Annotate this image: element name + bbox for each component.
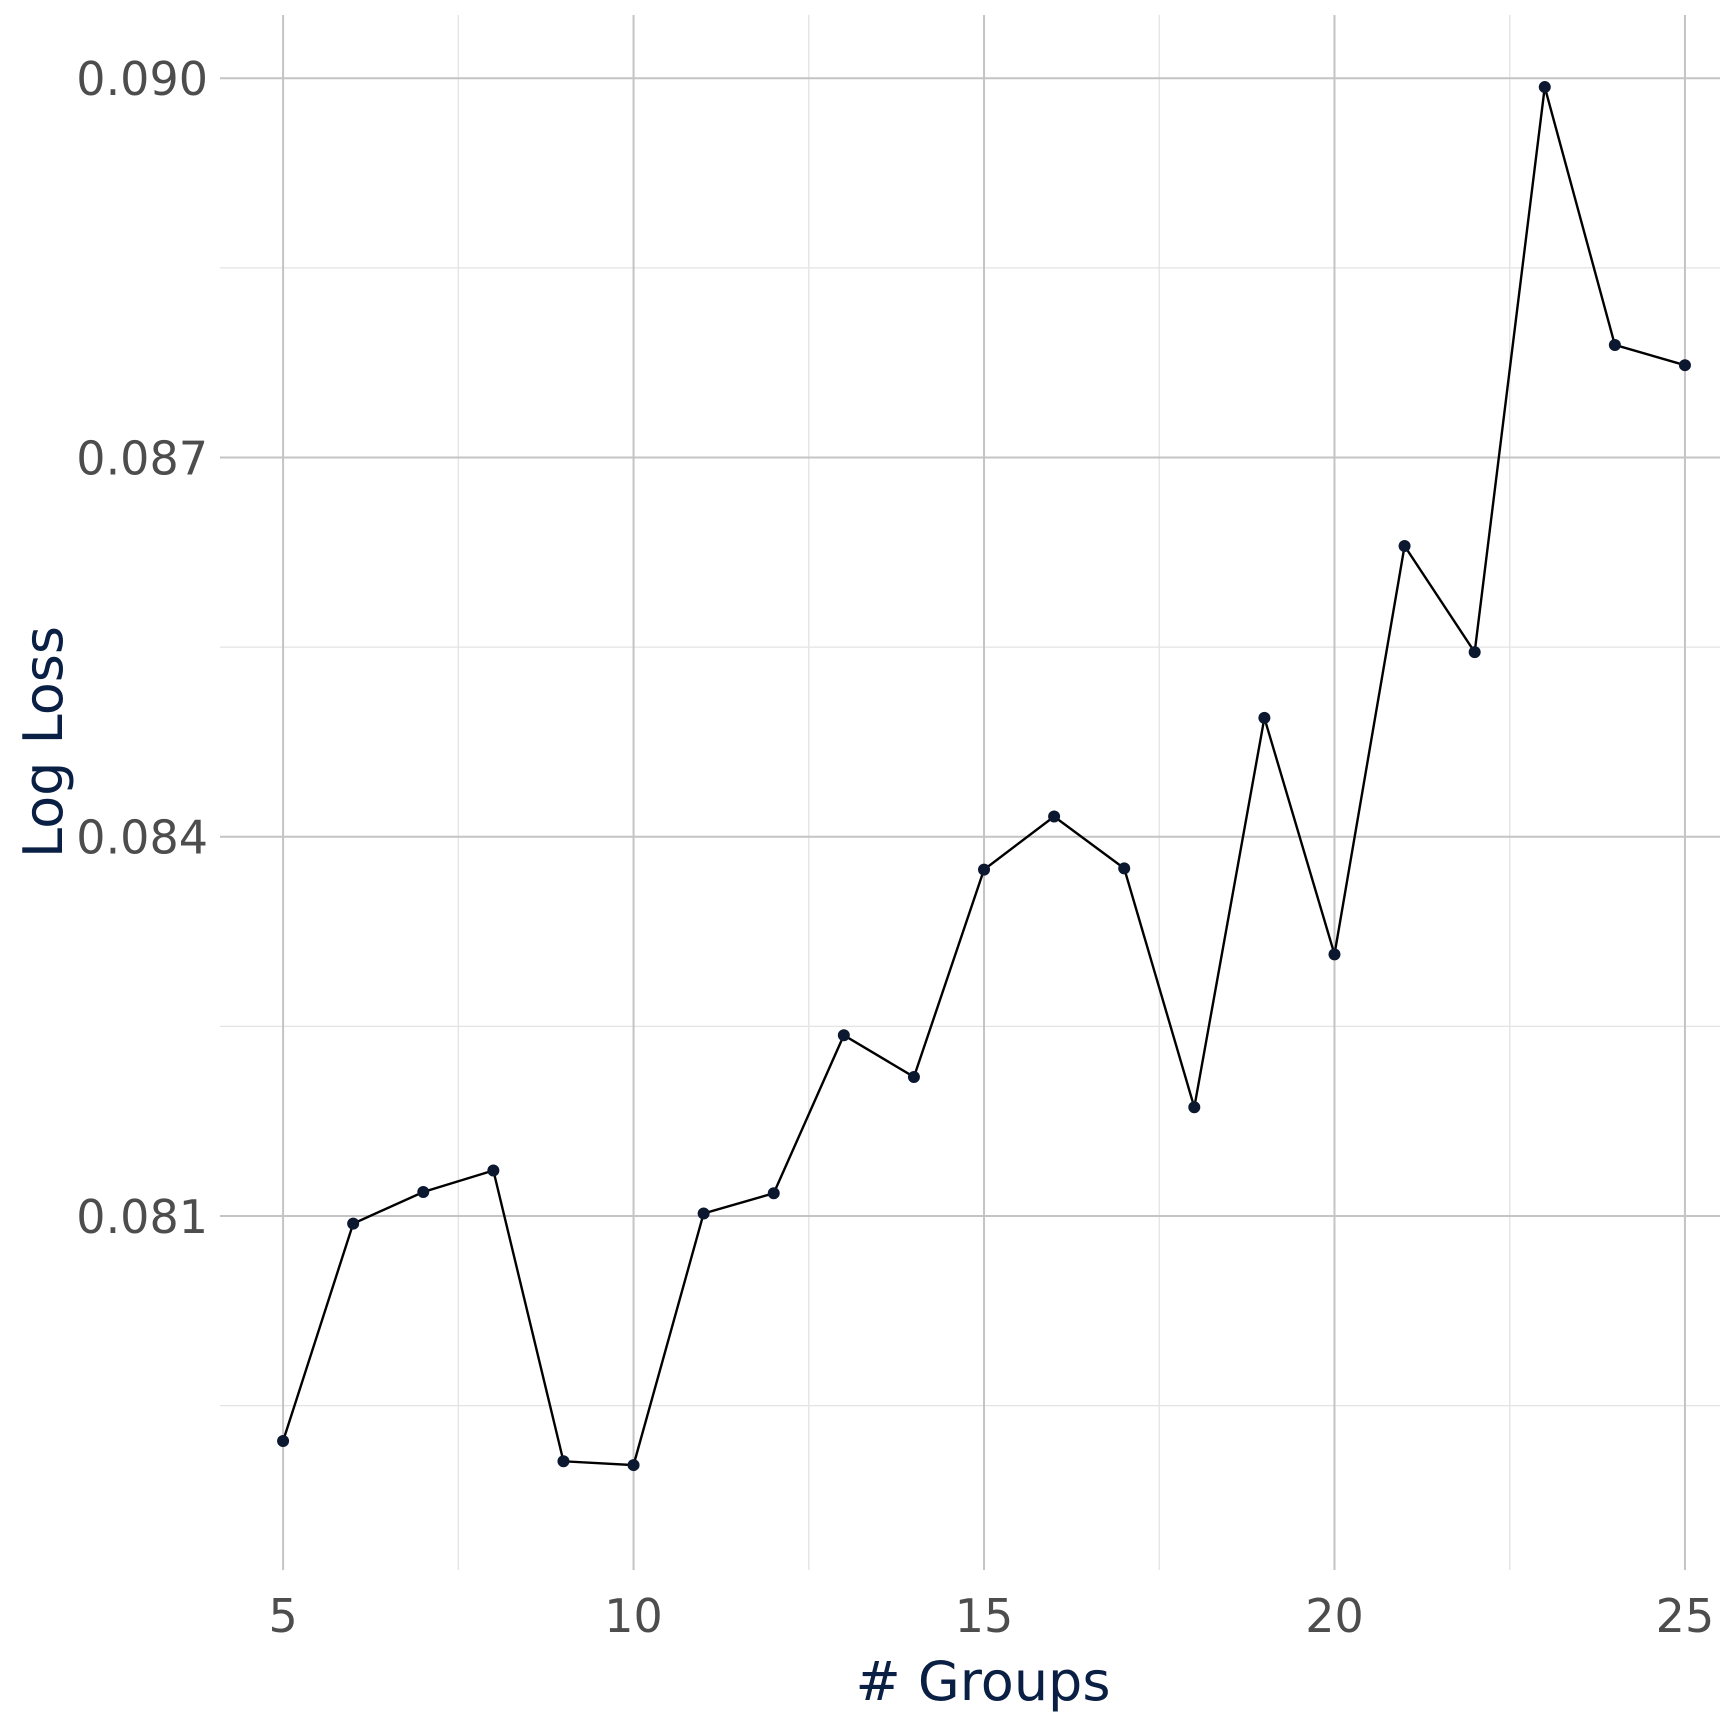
data-point bbox=[1118, 862, 1131, 875]
x-tick-label: 15 bbox=[955, 1589, 1014, 1643]
data-point bbox=[697, 1207, 710, 1220]
data-point bbox=[978, 863, 991, 876]
data-point bbox=[1048, 810, 1061, 823]
data-point bbox=[1258, 711, 1271, 724]
x-tick-label: 10 bbox=[604, 1589, 663, 1643]
data-point bbox=[1468, 646, 1481, 659]
x-axis-tick-labels: 5 10 15 20 25 bbox=[268, 1589, 1714, 1643]
y-axis-title: Log Loss bbox=[12, 626, 75, 858]
data-point bbox=[347, 1217, 360, 1230]
x-tick-label: 25 bbox=[1656, 1589, 1715, 1643]
y-tick-label: 0.090 bbox=[76, 52, 208, 106]
data-point bbox=[1188, 1101, 1201, 1114]
data-point bbox=[1328, 948, 1341, 961]
minor-gridlines bbox=[220, 15, 1720, 1570]
x-tick-label: 20 bbox=[1305, 1589, 1364, 1643]
data-point bbox=[557, 1455, 570, 1468]
y-tick-label: 0.084 bbox=[76, 811, 208, 865]
data-point bbox=[1398, 539, 1411, 552]
data-point bbox=[627, 1459, 640, 1472]
data-point bbox=[1538, 81, 1551, 94]
major-gridlines bbox=[220, 15, 1720, 1570]
data-point bbox=[837, 1029, 850, 1042]
data-point bbox=[1678, 359, 1691, 372]
y-axis-tick-labels: 0.081 0.084 0.087 0.090 bbox=[76, 52, 208, 1244]
data-point bbox=[907, 1070, 920, 1083]
data-points bbox=[277, 81, 1691, 1472]
data-point bbox=[1608, 338, 1621, 351]
data-point bbox=[417, 1185, 430, 1198]
x-tick-label: 5 bbox=[268, 1589, 297, 1643]
data-point bbox=[277, 1435, 290, 1448]
data-point bbox=[487, 1164, 500, 1177]
data-point bbox=[767, 1187, 780, 1200]
y-tick-label: 0.081 bbox=[76, 1190, 208, 1244]
x-axis-title: # Groups bbox=[856, 1650, 1111, 1713]
y-tick-label: 0.087 bbox=[76, 431, 208, 485]
